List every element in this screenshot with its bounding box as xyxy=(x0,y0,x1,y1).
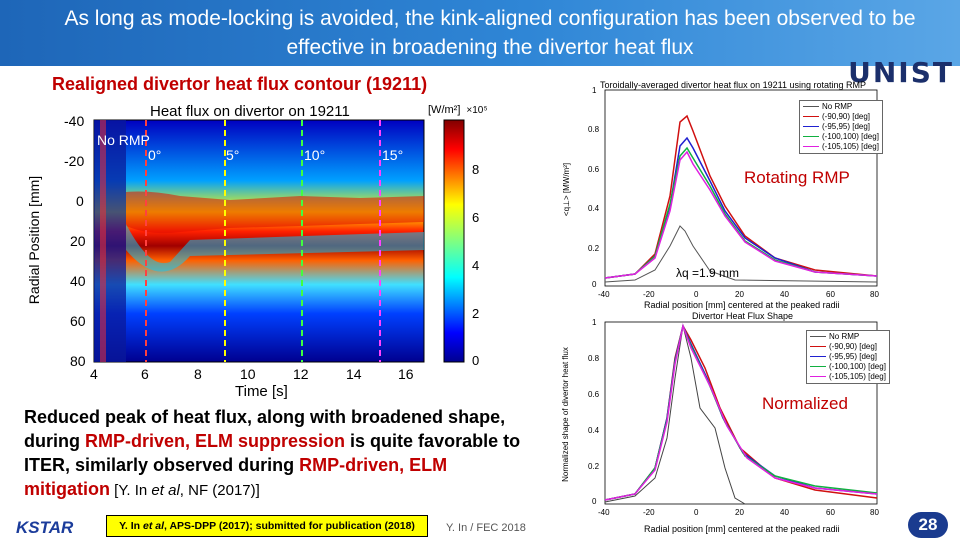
reference-box: Y. In et al, APS-DPP (2017); submitted f… xyxy=(106,515,428,537)
top-x-tick: 40 xyxy=(780,290,789,299)
rotating-rmp-label: Rotating RMP xyxy=(742,168,852,188)
top-plot xyxy=(604,89,878,287)
x-tick: 8 xyxy=(194,366,202,382)
page-number: 28 xyxy=(908,512,948,538)
colorbar-tick: 2 xyxy=(472,306,480,321)
heatmap-ylabel: Radial Position [mm] xyxy=(26,175,43,305)
phase-label-15: 15° xyxy=(382,147,404,163)
top-plot-title: Toroidally-averaged divertor heat flux o… xyxy=(600,80,866,90)
top-x-tick: -40 xyxy=(598,290,610,299)
bottom-plot-ylabel: Normalized shape of divertor heat flux xyxy=(560,347,570,482)
y-tick: 80 xyxy=(70,353,86,369)
top-x-tick: -20 xyxy=(643,290,655,299)
top-series-no-rmp xyxy=(604,225,878,283)
y-tick: 0 xyxy=(76,193,84,209)
top-y-tick: 0 xyxy=(592,280,597,289)
bottom-x-tick: 60 xyxy=(826,508,835,517)
bottom-y-tick: 0.8 xyxy=(588,354,600,363)
top-plot-legend: No RMP (-90,90) [deg] (-95,95) [deg] (-1… xyxy=(799,100,883,154)
bottom-y-tick: 0 xyxy=(592,497,597,506)
colorbar-tick: 0 xyxy=(472,353,480,368)
top-x-tick: 0 xyxy=(694,290,699,299)
top-y-tick: 0.6 xyxy=(588,165,600,174)
slide-title: As long as mode-locking is avoided, the … xyxy=(64,7,916,59)
y-tick: 20 xyxy=(70,233,86,249)
x-tick: 10 xyxy=(240,366,256,382)
lambda-q-label: λq =1.9 mm xyxy=(676,266,740,280)
top-x-tick: 60 xyxy=(826,290,835,299)
top-y-tick: 1 xyxy=(592,86,597,95)
x-tick: 12 xyxy=(293,366,309,382)
bottom-x-tick: -40 xyxy=(598,508,610,517)
heatmap-broad-band xyxy=(126,224,424,272)
colorbar-tick: 8 xyxy=(472,162,480,177)
bottom-x-tick: 80 xyxy=(870,508,879,517)
bottom-series-105 xyxy=(604,323,878,501)
section-title: Realigned divertor heat flux contour (19… xyxy=(52,74,428,94)
bottom-x-tick: 40 xyxy=(780,508,789,517)
footer-author: Y. In / FEC 2018 xyxy=(446,522,526,534)
x-tick: 6 xyxy=(141,366,149,382)
bottom-plot-title: Divertor Heat Flux Shape xyxy=(692,311,794,321)
bottom-x-tick: 20 xyxy=(735,508,744,517)
heatmap-no-rmp-region xyxy=(94,120,126,362)
top-series-105 xyxy=(604,150,878,279)
heatmap-hot-band xyxy=(126,191,424,234)
bottom-plot-legend: No RMP (-90,90) [deg] (-95,95) [deg] (-1… xyxy=(806,330,890,384)
top-y-tick: 0.2 xyxy=(588,244,600,253)
top-x-tick: 80 xyxy=(870,290,879,299)
bottom-y-tick: 0.6 xyxy=(588,390,600,399)
phase-label-0: 0° xyxy=(148,147,162,163)
bottom-y-tick: 0.2 xyxy=(588,462,600,471)
colorbar xyxy=(443,119,465,363)
top-y-tick: 0.8 xyxy=(588,125,600,134)
unist-logo: UNIST xyxy=(848,56,954,89)
phase-label-5: 5° xyxy=(226,147,240,163)
x-tick: 16 xyxy=(398,366,414,382)
colorbar-unit: [W/m²] ×10⁵ xyxy=(428,104,488,116)
bottom-y-tick: 0.4 xyxy=(588,426,600,435)
y-tick: 60 xyxy=(70,313,86,329)
y-tick: -20 xyxy=(64,153,85,169)
heatmap-figure xyxy=(93,119,465,363)
bottom-series-no-rmp xyxy=(604,325,746,505)
bottom-x-tick: -20 xyxy=(643,508,655,517)
heatmap-transient-strip xyxy=(100,120,106,362)
normalized-label: Normalized xyxy=(762,394,848,413)
top-y-tick: 0.4 xyxy=(588,204,600,213)
colorbar-tick: 4 xyxy=(472,258,480,273)
caption-text: Reduced peak of heat flux, along with br… xyxy=(24,407,521,499)
x-tick: 4 xyxy=(90,366,98,382)
heatmap-xlabel: Time [s] xyxy=(235,383,288,400)
x-tick: 14 xyxy=(346,366,362,382)
bottom-y-tick: 1 xyxy=(592,318,597,327)
bottom-plot-xlabel: Radial position [mm] centered at the pea… xyxy=(644,524,840,534)
top-plot-ylabel: <q⊥> [MW/m²] xyxy=(562,162,572,217)
kstar-logo: KSTAR xyxy=(16,518,74,537)
no-rmp-label: No RMP xyxy=(97,132,150,148)
top-x-tick: 20 xyxy=(735,290,744,299)
y-tick: 40 xyxy=(70,273,86,289)
slide-header: As long as mode-locking is avoided, the … xyxy=(0,0,960,66)
top-plot-xlabel: Radial position [mm] centered at the pea… xyxy=(644,300,840,310)
bottom-x-tick: 0 xyxy=(694,508,699,517)
phase-label-10: 10° xyxy=(304,147,326,163)
colorbar-tick: 6 xyxy=(472,210,480,225)
heatmap-title: Heat flux on divertor on 19211 xyxy=(150,103,350,120)
y-tick: -40 xyxy=(64,113,85,129)
